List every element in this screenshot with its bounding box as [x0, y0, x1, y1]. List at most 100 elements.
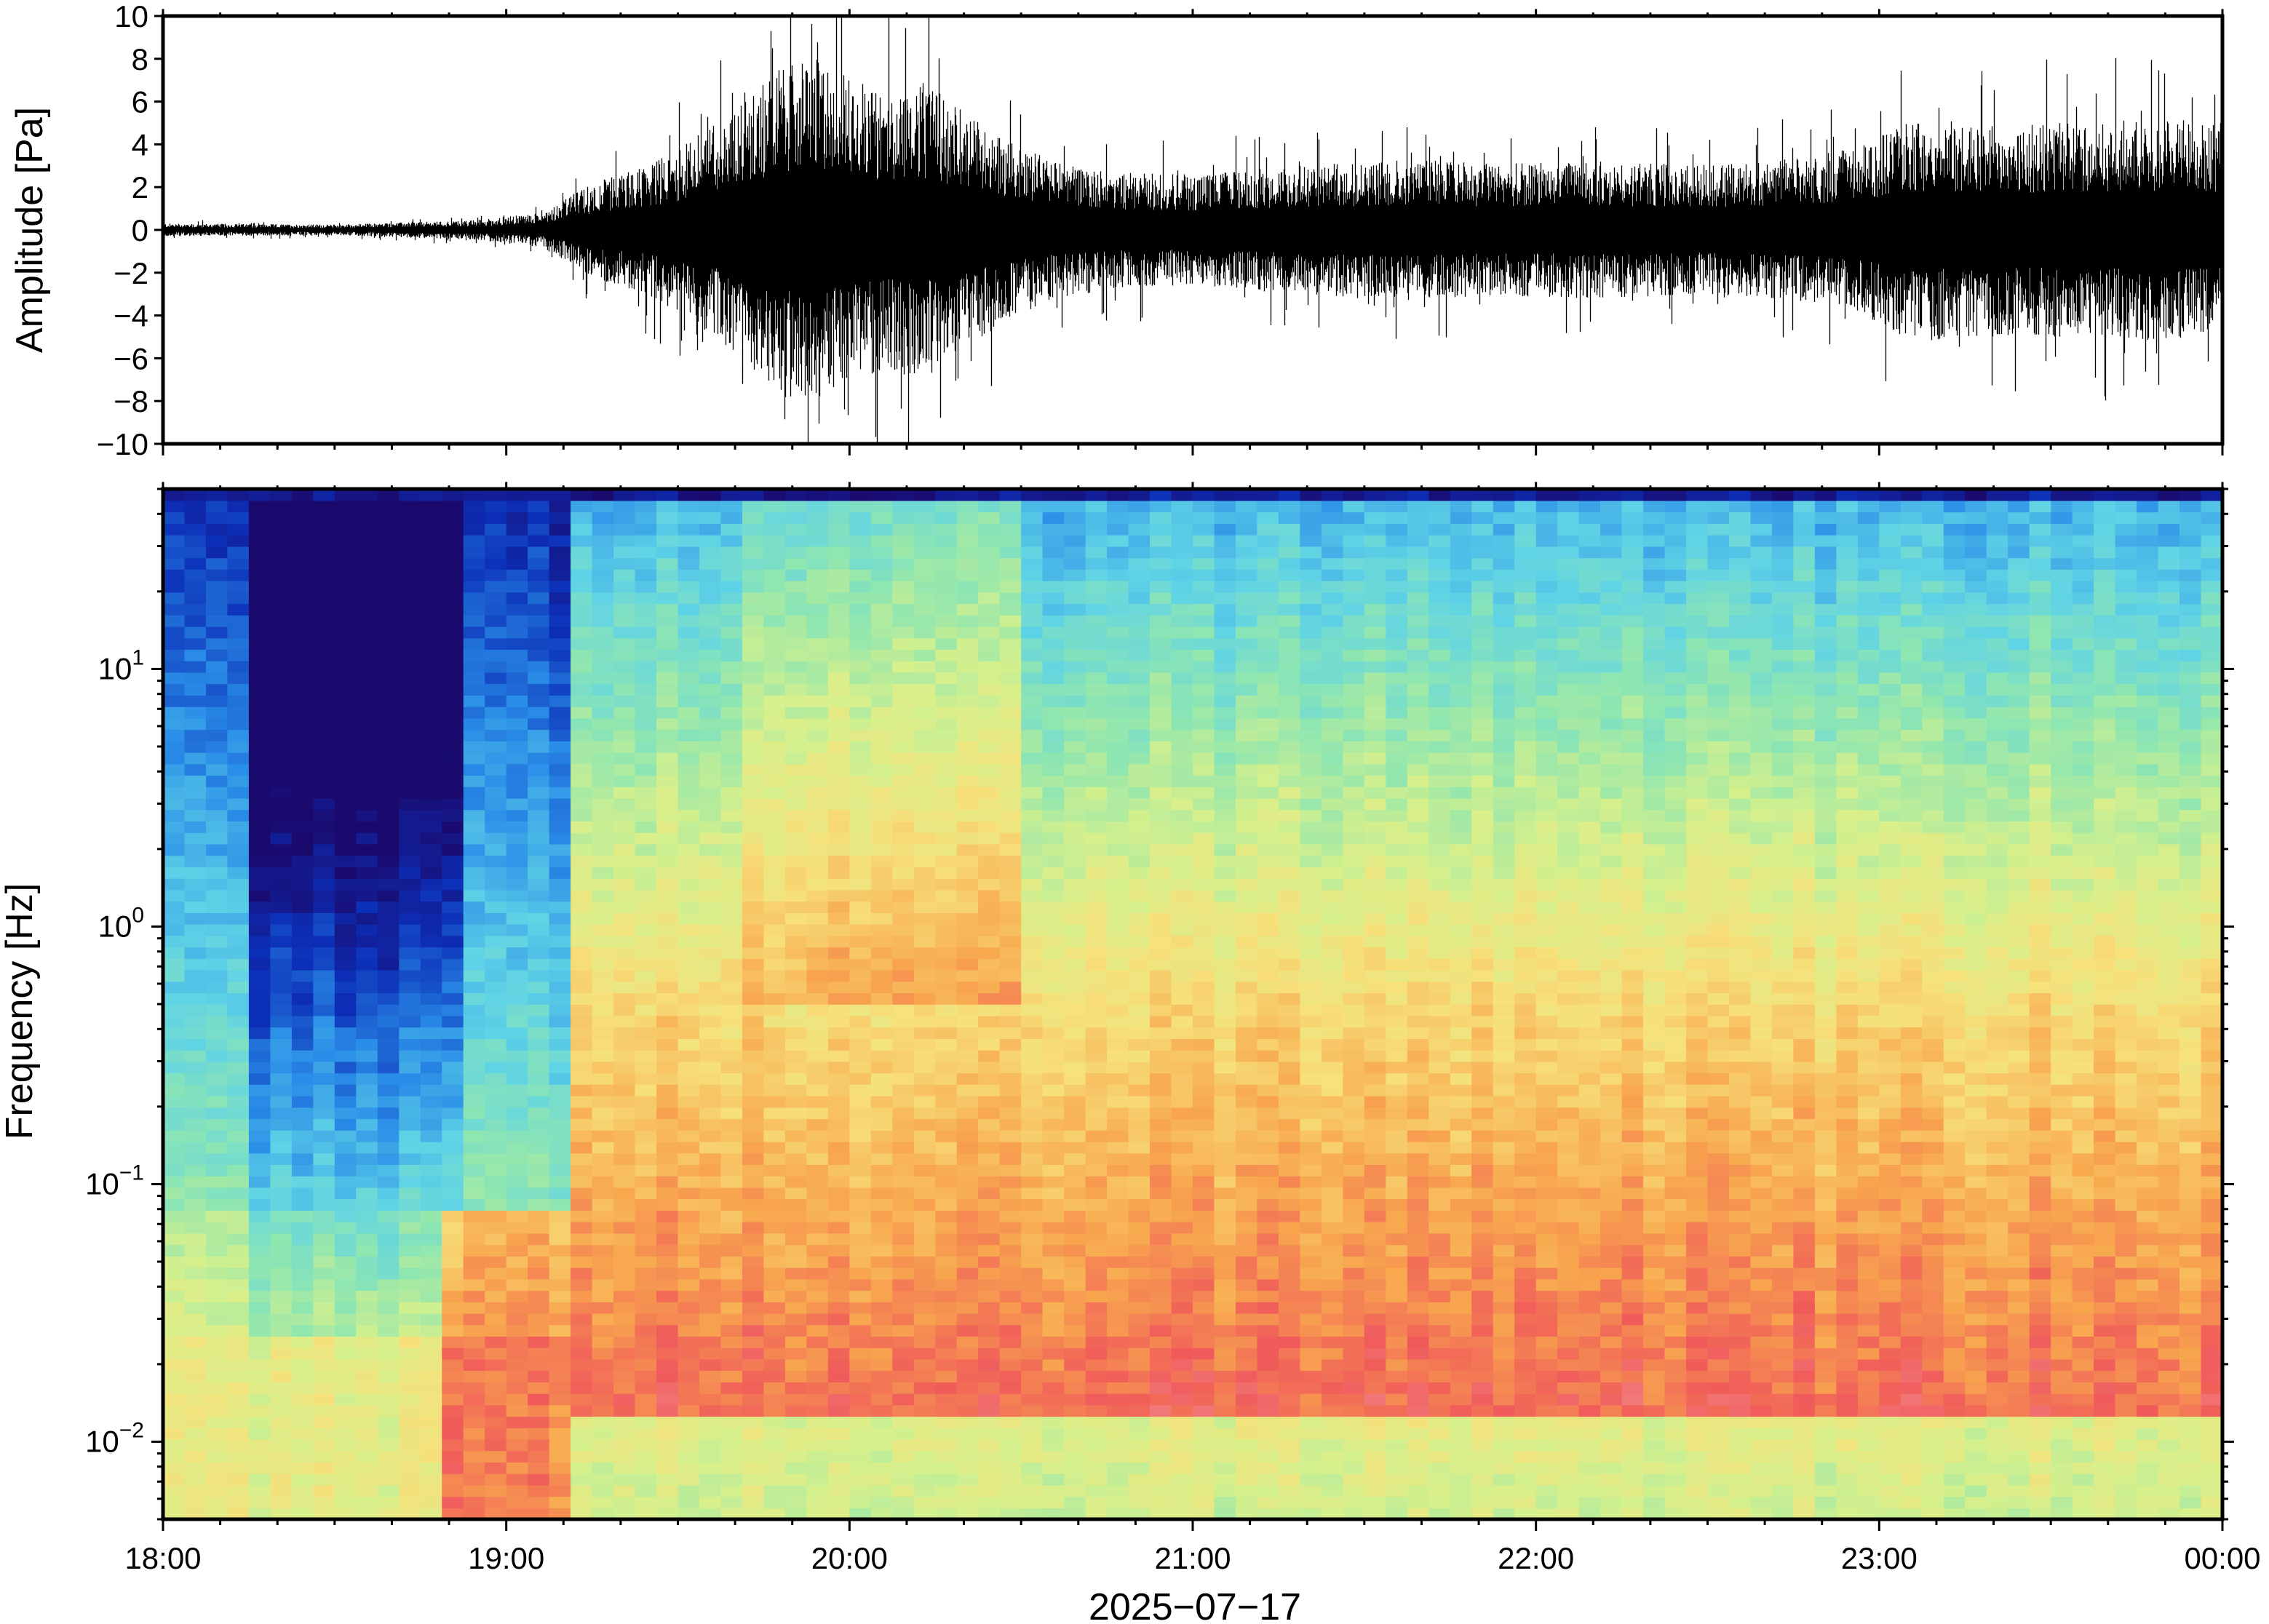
spectrogram-cell	[442, 1004, 464, 1016]
spectrogram-cell	[528, 1107, 550, 1120]
spectrogram-cell	[827, 500, 851, 513]
spectrogram-cell	[978, 923, 1001, 936]
spectrogram-cell	[1085, 889, 1108, 902]
spectrogram-cell	[656, 1370, 679, 1382]
spectrogram-cell	[1236, 580, 1258, 593]
spectrogram-cell	[870, 1084, 894, 1096]
spectrogram-cell	[870, 546, 894, 559]
spectrogram-cell	[592, 683, 614, 696]
spectrogram-cell	[291, 1496, 314, 1508]
spectrogram-cell	[1107, 626, 1129, 639]
spectrogram-cell	[913, 843, 937, 856]
spectrogram-cell	[763, 1348, 786, 1360]
spectrogram-cell	[892, 729, 915, 741]
spectrogram-cell	[571, 935, 593, 948]
spectrogram-cell	[1321, 1221, 1344, 1234]
spectrogram-cell	[356, 797, 378, 811]
spectrogram-cell	[1171, 775, 1193, 787]
spectrogram-cell	[935, 512, 958, 524]
spectrogram-cell	[420, 1153, 443, 1165]
spectrogram-cell	[742, 775, 765, 787]
spectrogram-cell	[184, 580, 207, 593]
spectrogram-cell	[571, 603, 593, 616]
spectrogram-cell	[334, 1233, 357, 1246]
spectrogram-cell	[1193, 615, 1215, 627]
spectrogram-cell	[1150, 1302, 1172, 1314]
spectrogram-cell	[463, 534, 485, 547]
spectrogram-cell	[248, 1450, 271, 1463]
spectrogram-cell	[163, 1302, 186, 1314]
spectrogram-cell	[334, 947, 357, 959]
spectrogram-cell	[784, 649, 808, 661]
spectrogram-cell	[528, 1176, 550, 1188]
spectrogram-cell	[184, 512, 207, 524]
spectrogram-cell	[248, 1370, 271, 1382]
spectrogram-cell	[1257, 1141, 1279, 1154]
spectrogram-cell	[635, 1233, 657, 1246]
spectrogram-cell	[784, 1313, 808, 1326]
spectrogram-cell	[1278, 923, 1301, 936]
spectrogram-cell	[1064, 1336, 1086, 1348]
spectrogram-cell	[1278, 867, 1301, 879]
spectrogram-cell	[1150, 489, 1172, 501]
spectrogram-cell	[571, 821, 593, 833]
spectrogram-cell	[1042, 889, 1065, 902]
spectrogram-cell	[1042, 1244, 1065, 1257]
spectrogram-cell	[1300, 832, 1322, 845]
spectrogram-cell	[1128, 901, 1151, 913]
spectrogram-cell	[549, 855, 571, 867]
spectrogram-cell	[442, 569, 464, 581]
spectrogram-cell	[1021, 1107, 1044, 1120]
spectrogram-cell	[485, 1313, 507, 1326]
spectrogram-cell	[677, 843, 700, 856]
spectrogram-cell	[1128, 695, 1151, 707]
spectrogram-cell	[485, 1198, 507, 1211]
spectrogram-cell	[248, 1324, 271, 1337]
spectrogram-cell	[377, 912, 400, 925]
spectrogram-cell	[184, 1336, 207, 1348]
spectrogram-cell	[442, 1095, 464, 1108]
spectrogram-cell	[742, 1324, 765, 1337]
spectrogram-cell	[399, 1484, 421, 1497]
spectrogram-cell	[870, 1072, 894, 1085]
spectrogram-cell	[1085, 821, 1108, 833]
spectrogram-cell	[1085, 1061, 1108, 1074]
spectrogram-cell	[827, 706, 851, 719]
spectrogram-cell	[656, 1221, 679, 1234]
spectrogram-cell	[1042, 1496, 1065, 1508]
spectrogram-cell	[291, 489, 314, 501]
spectrogram-cell	[442, 1324, 464, 1337]
spectrogram-cell	[956, 580, 979, 593]
spectrogram-cell	[613, 1015, 636, 1028]
spectrogram-cell	[635, 1508, 657, 1519]
spectrogram-cell	[763, 717, 786, 731]
spectrogram-cell	[399, 649, 421, 661]
spectrogram-cell	[313, 1107, 335, 1120]
spectrogram-cell	[528, 1164, 550, 1177]
spectrogram-cell	[270, 546, 293, 559]
spectrogram-cell	[999, 1313, 1022, 1326]
spectrogram-cell	[913, 775, 937, 787]
spectrogram-cell	[656, 546, 679, 559]
spectrogram-cell	[442, 1348, 464, 1360]
spectrogram-cell	[827, 649, 851, 661]
spectrogram-cell	[1021, 1267, 1044, 1280]
spectrogram-cell	[742, 797, 765, 811]
spectrogram-cell	[270, 1336, 293, 1348]
spectrogram-cell	[1042, 1095, 1065, 1108]
spectrogram-cell	[956, 1027, 979, 1039]
spectrogram-cell	[935, 1438, 958, 1452]
spectrogram-cell	[1128, 592, 1151, 605]
spectrogram-cell	[1278, 1141, 1301, 1154]
spectrogram-cell	[892, 706, 915, 719]
spectrogram-cell	[248, 1382, 271, 1394]
spectrogram-cell	[270, 695, 293, 707]
spectrogram-cell	[399, 1462, 421, 1474]
spectrogram-cell	[784, 947, 808, 959]
spectrogram-cell	[463, 512, 485, 524]
spectrogram-cell	[1021, 947, 1044, 959]
spectrogram-cell	[677, 1450, 700, 1463]
spectrogram-cell	[1042, 706, 1065, 719]
spectrogram-cell	[1257, 1278, 1279, 1291]
spectrogram-cell	[1278, 992, 1301, 1005]
